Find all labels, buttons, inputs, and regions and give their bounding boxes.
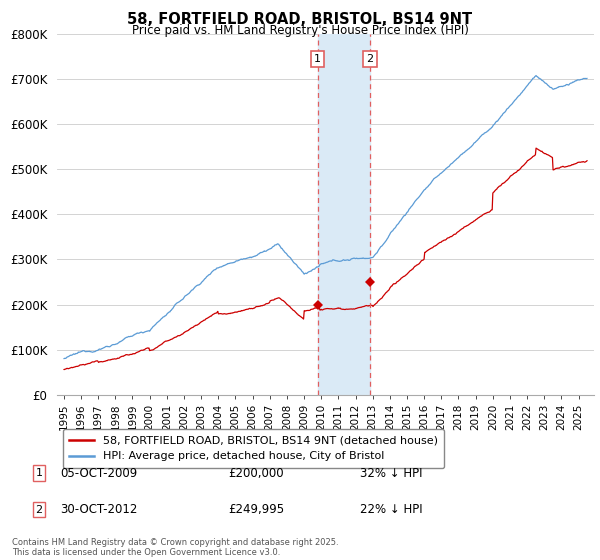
Bar [317,34,370,395]
Text: £249,995: £249,995 [228,503,284,516]
Text: 05-OCT-2009: 05-OCT-2009 [60,466,137,480]
Legend: 58, FORTFIELD ROAD, BRISTOL, BS14 9NT (detached house), HPI: Average price, deta: 58, FORTFIELD ROAD, BRISTOL, BS14 9NT (d… [62,430,444,468]
Text: 22% ↓ HPI: 22% ↓ HPI [360,503,422,516]
Text: 1: 1 [35,468,43,478]
Text: £200,000: £200,000 [228,466,284,480]
Text: 58, FORTFIELD ROAD, BRISTOL, BS14 9NT: 58, FORTFIELD ROAD, BRISTOL, BS14 9NT [127,12,473,27]
Text: Contains HM Land Registry data © Crown copyright and database right 2025.
This d: Contains HM Land Registry data © Crown c… [12,538,338,557]
Text: 2: 2 [366,54,373,64]
Text: 1: 1 [314,54,321,64]
Text: Price paid vs. HM Land Registry's House Price Index (HPI): Price paid vs. HM Land Registry's House … [131,24,469,36]
Text: 30-OCT-2012: 30-OCT-2012 [60,503,137,516]
Text: 32% ↓ HPI: 32% ↓ HPI [360,466,422,480]
Text: 2: 2 [35,505,43,515]
